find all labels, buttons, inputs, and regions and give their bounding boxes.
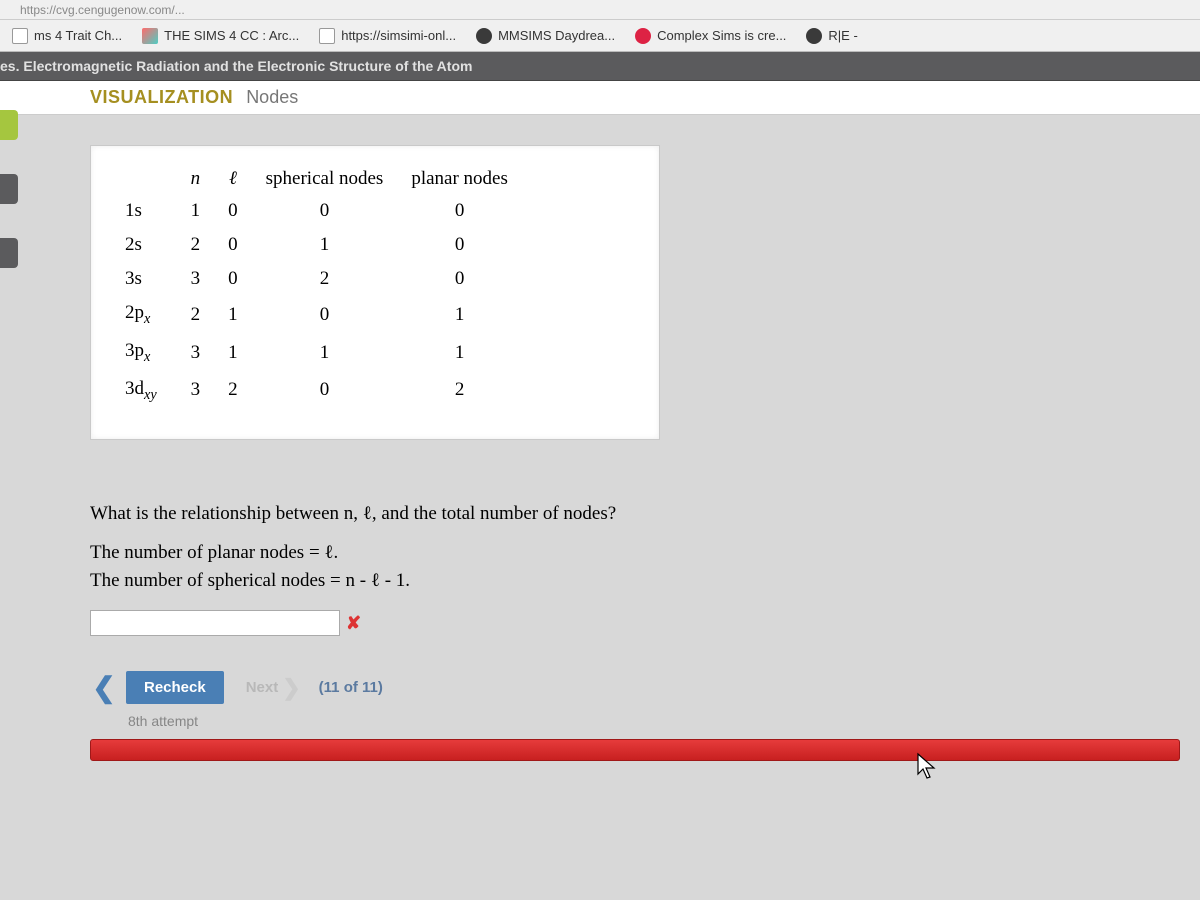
- table-cell: 3: [177, 372, 215, 410]
- answer-input[interactable]: [90, 610, 340, 636]
- table-cell: 3: [177, 334, 215, 372]
- table-header-cell: [111, 164, 177, 194]
- bookmark-favicon-icon: [635, 28, 651, 44]
- table-cell: 0: [252, 372, 398, 410]
- orbital-label: 3dxy: [111, 372, 177, 410]
- left-tab-2[interactable]: [0, 174, 18, 204]
- table-header-cell: planar nodes: [397, 164, 522, 194]
- table-row: 3px3111: [111, 334, 522, 372]
- left-tab-3[interactable]: [0, 238, 18, 268]
- bookmark-label: ms 4 Trait Ch...: [34, 28, 122, 43]
- table-row: 3s3020: [111, 262, 522, 296]
- table-row: 2px2101: [111, 296, 522, 334]
- orbital-label: 2px: [111, 296, 177, 334]
- table-cell: 2: [252, 262, 398, 296]
- next-button[interactable]: Next ❯: [232, 667, 307, 709]
- table-cell: 1: [214, 296, 252, 334]
- table-cell: 0: [397, 228, 522, 262]
- table-cell: 2: [397, 372, 522, 410]
- question-block: What is the relationship between n, ℓ, a…: [90, 500, 1140, 637]
- recheck-button[interactable]: Recheck: [126, 671, 224, 704]
- bookmark-item[interactable]: Complex Sims is cre...: [627, 24, 794, 48]
- table-cell: 0: [397, 194, 522, 228]
- table-cell: 2: [214, 372, 252, 410]
- chapter-bar: es. Electromagnetic Radiation and the El…: [0, 52, 1200, 81]
- next-chevron-icon: ❯: [282, 675, 300, 701]
- table-cell: 0: [397, 262, 522, 296]
- subheader: VISUALIZATION Nodes: [0, 81, 1200, 115]
- table-header-cell: spherical nodes: [252, 164, 398, 194]
- incorrect-x-icon: ✘: [346, 610, 361, 637]
- table-cell: 1: [252, 334, 398, 372]
- table-cell: 0: [252, 194, 398, 228]
- question-line-2: The number of planar nodes = ℓ.: [90, 539, 1140, 568]
- table-cell: 1: [214, 334, 252, 372]
- table-cell: 2: [177, 296, 215, 334]
- bookmark-favicon-icon: [476, 28, 492, 44]
- table-cell: 1: [397, 296, 522, 334]
- attempt-text: 8th attempt: [128, 713, 1140, 729]
- table-cell: 0: [252, 296, 398, 334]
- table-row: 1s1000: [111, 194, 522, 228]
- nodes-label: Nodes: [246, 87, 298, 107]
- table-cell: 3: [177, 262, 215, 296]
- visualization-label: VISUALIZATION: [90, 87, 233, 107]
- bookmarks-bar: ms 4 Trait Ch... THE SIMS 4 CC : Arc... ht…: [0, 20, 1200, 52]
- table-header-cell: n: [177, 164, 215, 194]
- bookmark-favicon-icon: [12, 28, 28, 44]
- bookmark-item[interactable]: https://simsimi-onl...: [311, 24, 464, 48]
- question-line-1: What is the relationship between n, ℓ, a…: [90, 500, 1140, 529]
- table-cell: 1: [177, 194, 215, 228]
- prev-chevron-icon[interactable]: ❮: [90, 670, 118, 706]
- bookmark-label: MMSIMS Daydrea...: [498, 28, 615, 43]
- table-cell: 1: [397, 334, 522, 372]
- left-tabs: [0, 110, 18, 268]
- bookmark-item[interactable]: THE SIMS 4 CC : Arc...: [134, 24, 307, 48]
- bookmark-label: R|E -: [828, 28, 857, 43]
- orbital-label: 1s: [111, 194, 177, 228]
- bookmark-item[interactable]: R|E -: [798, 24, 865, 48]
- bookmark-label: THE SIMS 4 CC : Arc...: [164, 28, 299, 43]
- bookmark-item[interactable]: MMSIMS Daydrea...: [468, 24, 623, 48]
- question-line-3: The number of spherical nodes = n - ℓ - …: [90, 567, 1140, 596]
- left-tab-1[interactable]: [0, 110, 18, 140]
- table-cell: 2: [177, 228, 215, 262]
- bookmark-label: https://simsimi-onl...: [341, 28, 456, 43]
- table-row: 3dxy3202: [111, 372, 522, 410]
- table-row: 2s2010: [111, 228, 522, 262]
- bookmark-favicon-icon: [142, 28, 158, 44]
- address-bar: https://cvg.cengugenow.com/...: [0, 0, 1200, 20]
- table-header-cell: ℓ: [214, 164, 252, 194]
- orbital-label: 3px: [111, 334, 177, 372]
- orbital-table-card: nℓspherical nodesplanar nodes 1s10002s20…: [90, 145, 660, 440]
- next-label: Next: [246, 679, 279, 696]
- bookmark-favicon-icon: [806, 28, 822, 44]
- bookmark-favicon-icon: [319, 28, 335, 44]
- address-text: https://cvg.cengugenow.com/...: [20, 3, 185, 17]
- orbital-table: nℓspherical nodesplanar nodes 1s10002s20…: [111, 164, 522, 409]
- nav-row: ❮ Recheck Next ❯ (11 of 11): [90, 667, 1140, 709]
- table-cell: 0: [214, 262, 252, 296]
- table-cell: 0: [214, 228, 252, 262]
- chapter-title: es. Electromagnetic Radiation and the El…: [0, 58, 472, 74]
- bookmark-item[interactable]: ms 4 Trait Ch...: [4, 24, 130, 48]
- alert-bar: [90, 739, 1180, 761]
- orbital-label: 3s: [111, 262, 177, 296]
- orbital-label: 2s: [111, 228, 177, 262]
- table-cell: 0: [214, 194, 252, 228]
- table-cell: 1: [252, 228, 398, 262]
- bookmark-label: Complex Sims is cre...: [657, 28, 786, 43]
- progress-text: (11 of 11): [319, 679, 383, 696]
